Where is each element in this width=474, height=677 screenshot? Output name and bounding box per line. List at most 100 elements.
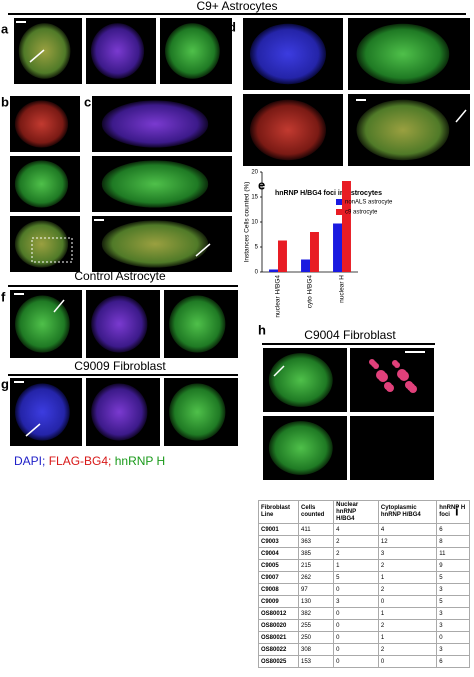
arrow	[273, 365, 285, 377]
bar	[269, 269, 278, 272]
table-cell: 308	[297, 643, 335, 656]
y-tick-label: 0	[255, 270, 259, 276]
panel-label: f	[1, 289, 6, 304]
table-cell: 250	[297, 631, 335, 644]
table-cell: 0	[333, 631, 379, 644]
table-cell: 0	[436, 631, 470, 644]
table-cell: 0	[377, 655, 438, 668]
heading: C9004 Fibroblast	[304, 328, 396, 342]
bar	[301, 259, 310, 272]
micrograph	[350, 348, 434, 412]
table-row: C9007 262 5 1 5	[258, 571, 470, 584]
panel-label: b	[1, 94, 9, 109]
table-cell: C9005	[258, 559, 299, 572]
table-cell: 1	[377, 571, 438, 584]
foci-dot	[373, 363, 379, 369]
table-cell: 6	[436, 655, 470, 668]
panel-label: c	[84, 94, 91, 109]
table-row: C9008 97 0 2 3	[258, 583, 470, 596]
table-cell: 2	[377, 643, 438, 656]
legend-label: c9 astrocyte	[345, 210, 378, 216]
table-cell: C9001	[258, 523, 299, 536]
table-cell: C9008	[258, 583, 299, 596]
table-row: C9005 215 1 2 9	[258, 559, 470, 572]
table-cell: 130	[297, 595, 335, 608]
header-cell: Cytoplasmic hnRNP H/BG4	[377, 500, 438, 524]
table-row: C9001 411 4 4 6	[258, 523, 470, 536]
cell-nucleus	[91, 383, 148, 441]
cell-nucleus	[101, 100, 209, 148]
cell-nucleus	[101, 160, 209, 208]
table-cell: OS80012	[258, 607, 299, 620]
foci-dot	[386, 384, 394, 392]
stain-legend: DAPI; FLAG-BG4; hnRNP H	[14, 454, 165, 468]
arrow	[25, 423, 41, 437]
table-cell: 3	[436, 619, 470, 632]
table-cell: 2	[377, 619, 438, 632]
table-cell: 6	[436, 523, 470, 536]
table-cell: 8	[436, 535, 470, 548]
table-cell: 5	[436, 595, 470, 608]
table-cell: C9003	[258, 535, 299, 548]
table-row: C9003 363 2 12 8	[258, 535, 470, 548]
table-cell: 411	[297, 523, 335, 536]
cell-nucleus	[14, 220, 69, 268]
data-table: Fibroblast Line Cells counted Nuclear hnRN…	[258, 500, 470, 668]
heading: C9+ Astrocytes	[196, 0, 277, 13]
y-tick-label: 10	[251, 220, 258, 226]
table-cell: 11	[436, 547, 470, 560]
table-cell: 0	[377, 595, 438, 608]
table-cell: 382	[297, 607, 335, 620]
cell-nucleus	[90, 23, 145, 79]
table-row: OS80020 255 0 2 3	[258, 619, 470, 632]
y-tick-label: 5	[255, 245, 259, 251]
table-cell: 262	[297, 571, 335, 584]
y-tick-label: 20	[251, 170, 258, 176]
stain-name: DAPI;	[14, 454, 45, 468]
panel-label: g	[1, 376, 9, 391]
cell-nucleus	[268, 421, 333, 475]
table-cell: 3	[436, 643, 470, 656]
table-cell: 0	[333, 583, 379, 596]
cell-nucleus	[169, 383, 226, 441]
bar-chart: hnRNP H/BG4 foci in Astrocytes Instances …	[244, 170, 393, 318]
table-cell: 3	[436, 607, 470, 620]
table-cell: 3	[436, 583, 470, 596]
cell-nucleus	[250, 99, 326, 161]
table-cell: 1	[377, 607, 438, 620]
chart-title: hnRNP H/BG4 foci in Astrocytes	[275, 190, 382, 197]
arrow	[53, 299, 65, 313]
cell-nucleus	[18, 23, 71, 79]
table-row: OS80022 308 0 2 3	[258, 643, 470, 656]
table-cell: 0	[333, 619, 379, 632]
table-cell: 1	[333, 559, 379, 572]
heading: Control Astrocyte	[74, 269, 166, 283]
y-axis-label: Instances Cells counted (%)	[244, 182, 251, 263]
legend-swatch	[336, 209, 342, 215]
stain-name: FLAG-BG4;	[49, 454, 112, 468]
table-cell: OS80022	[258, 643, 299, 656]
table-cell: 2	[377, 559, 438, 572]
table-cell: 5	[333, 571, 379, 584]
table-row: C9009 130 3 0 5	[258, 595, 470, 608]
table-cell: 4	[377, 523, 438, 536]
table-cell: OS80021	[258, 631, 299, 644]
table-header-row: Fibroblast Line Cells counted Nuclear hnRN…	[258, 500, 470, 524]
table-cell: C9004	[258, 547, 299, 560]
table-cell: 215	[297, 559, 335, 572]
panel-label: a	[1, 21, 9, 36]
panel-label: h	[258, 322, 266, 337]
cell-nucleus	[14, 100, 69, 148]
cell-nucleus	[91, 295, 148, 353]
bar	[278, 240, 287, 272]
table-cell: 0	[333, 643, 379, 656]
micrograph	[350, 416, 434, 480]
table-cell: 5	[436, 571, 470, 584]
table-cell: 0	[333, 655, 379, 668]
micrographs	[10, 18, 470, 480]
foci-dot	[394, 362, 400, 368]
arrow	[29, 49, 45, 63]
legend-swatch	[336, 199, 342, 205]
table-cell: 255	[297, 619, 335, 632]
